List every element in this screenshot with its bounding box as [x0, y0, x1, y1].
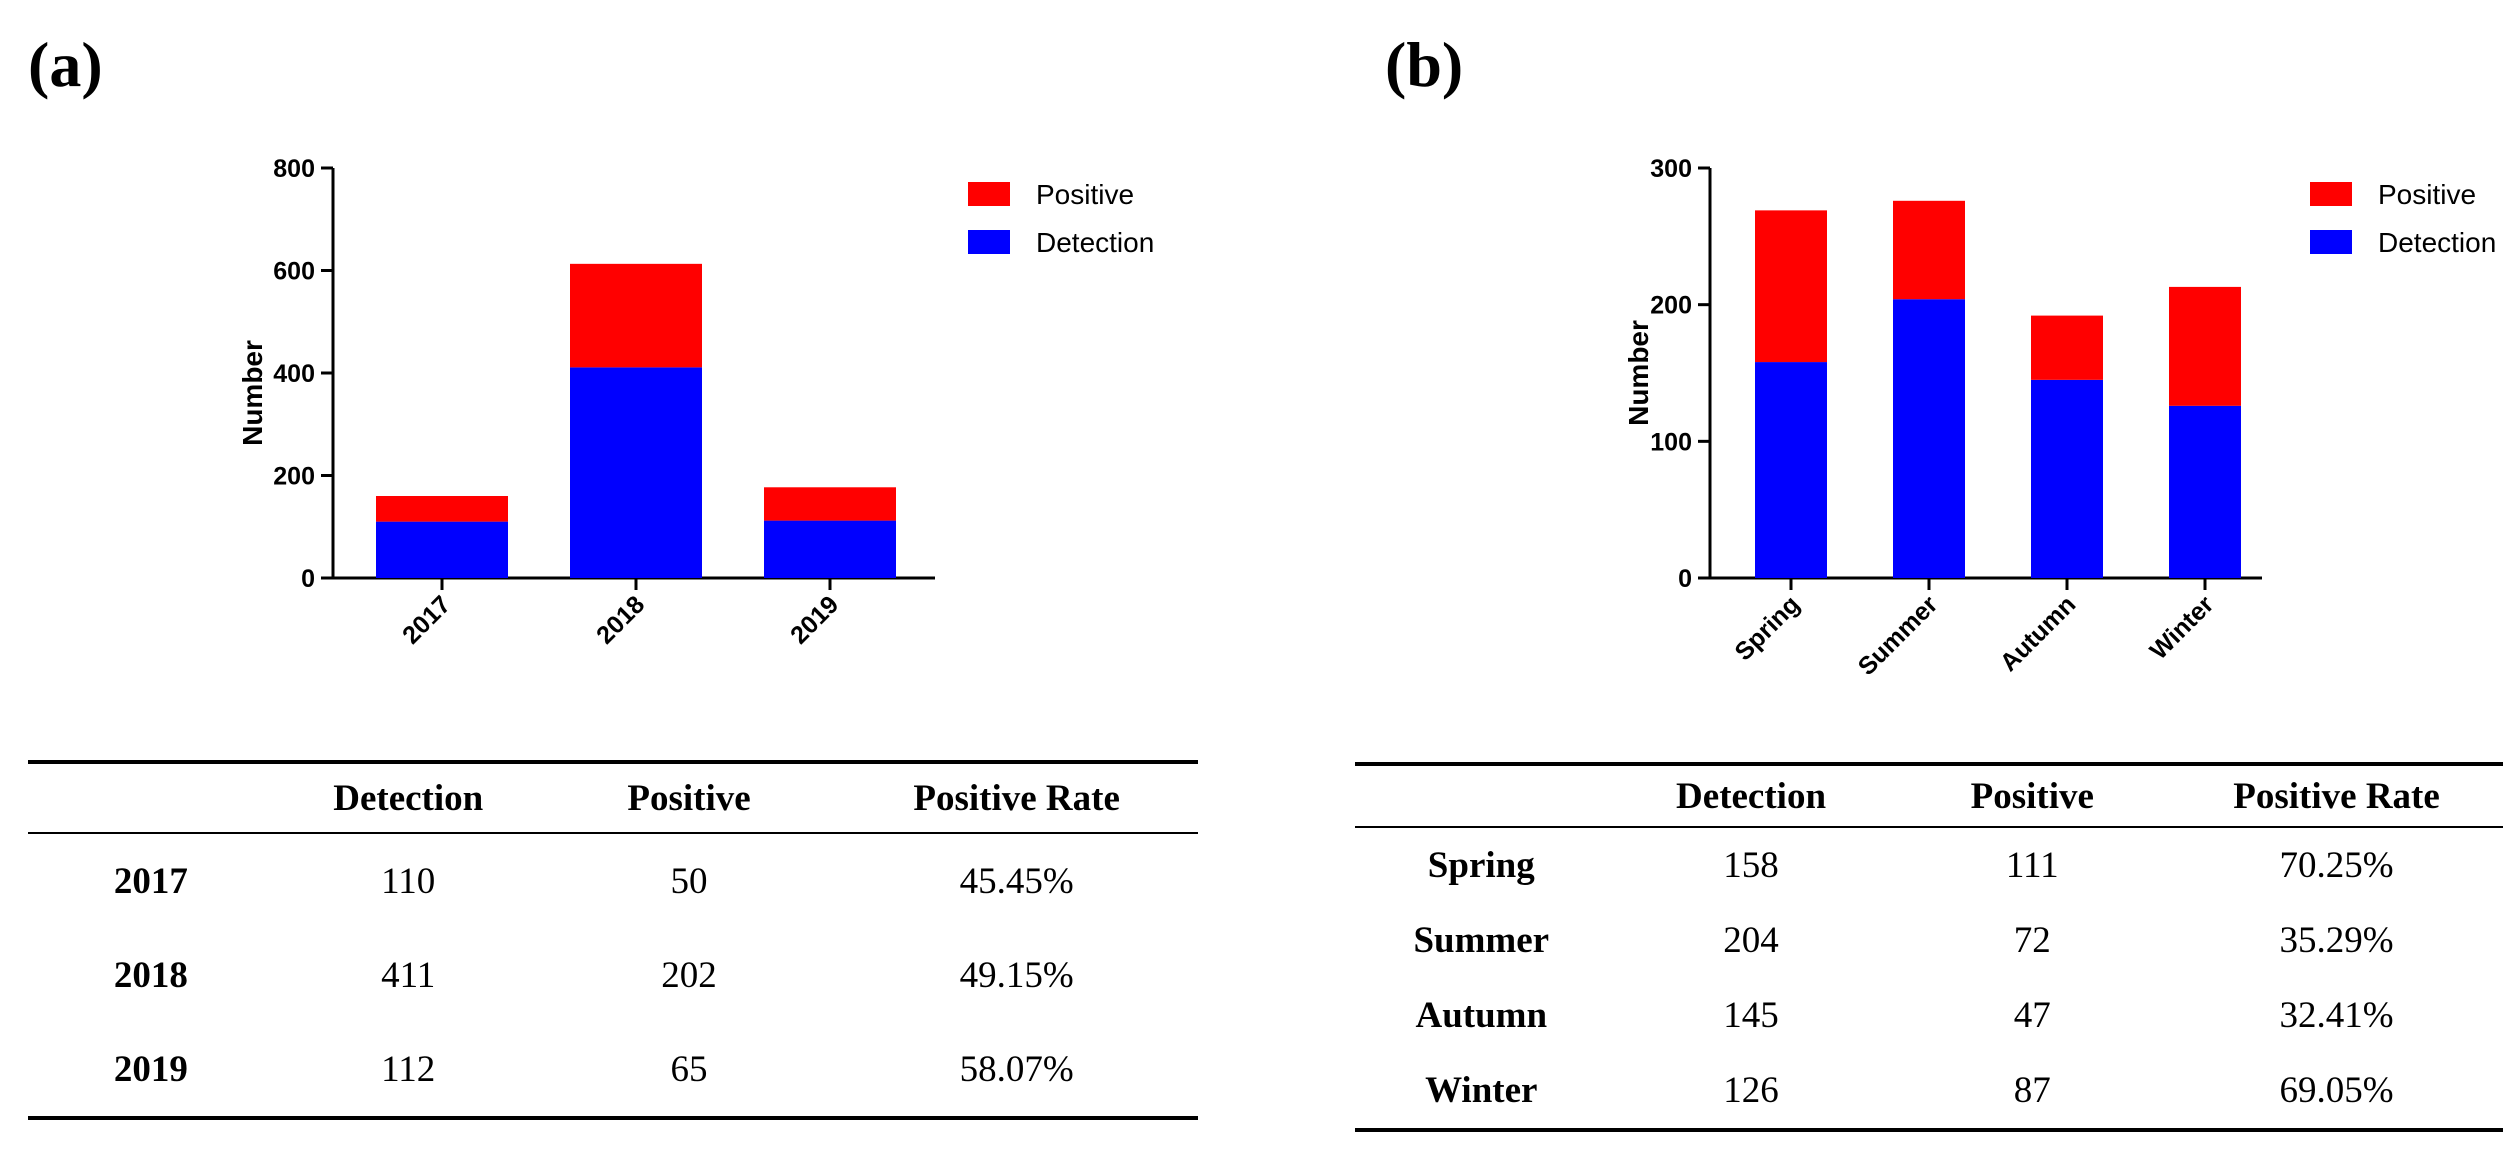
- legend-swatch-positive: [968, 182, 1010, 206]
- table-cell: 112: [381, 1048, 436, 1090]
- y-axis-label: Number: [1623, 320, 1654, 426]
- table-row-header: 2018: [113, 954, 188, 996]
- y-tick-label: 200: [1650, 292, 1692, 320]
- table-cell: 70.25%: [2279, 845, 2394, 886]
- table-row: 2019 112 65 58.07%: [28, 1022, 1198, 1118]
- y-tick-label: 400: [273, 360, 315, 388]
- table-row-header: Spring: [1427, 845, 1535, 886]
- y-tick-label: 200: [273, 463, 315, 491]
- table-row-header: Autumn: [1415, 995, 1548, 1036]
- table-cell: 202: [661, 954, 717, 996]
- x-tick-label: Winter: [2145, 590, 2220, 665]
- legend-label-detection: Detection: [2378, 227, 2496, 258]
- legend-label-positive: Positive: [2378, 179, 2476, 210]
- table-row: Autumn 145 47 32.41%: [1355, 978, 2503, 1053]
- table-header-row: Detection Positive Positive Rate: [1355, 764, 2503, 828]
- table-a: Detection Positive Positive Rate 2017 11…: [28, 760, 1198, 1120]
- table-cell: 65: [670, 1048, 708, 1090]
- panel-label-b: (b): [1385, 29, 1464, 100]
- table-row-header: 2019: [113, 1048, 188, 1090]
- table-cell: 47: [2013, 995, 2051, 1036]
- table-row: 2017 110 50 45.45%: [28, 833, 1198, 928]
- legend-swatch-detection: [2310, 230, 2352, 254]
- y-tick-label: 300: [1650, 155, 1692, 183]
- table-header-cell: Positive Rate: [835, 762, 1198, 834]
- table-cell: 69.05%: [2279, 1070, 2394, 1111]
- bar-positive-winter: [2169, 286, 2241, 406]
- table-cell: 204: [1723, 920, 1779, 961]
- table-header-cell: Detection: [1607, 764, 1895, 828]
- table-cell: 110: [381, 860, 436, 902]
- table-row: Spring 158 111 70.25%: [1355, 827, 2503, 903]
- table-cell: 87: [2013, 1070, 2051, 1111]
- bar-positive-autumn: [2031, 315, 2103, 380]
- table-cell: 49.15%: [959, 954, 1074, 996]
- x-tick-label: Summer: [1853, 590, 1944, 681]
- table-header-cell: Positive Rate: [2170, 764, 2503, 828]
- bar-positive-summer: [1893, 200, 1965, 300]
- y-tick-label: 100: [1650, 428, 1692, 456]
- bar-positive-2018: [570, 263, 702, 368]
- table-cell: 72: [2013, 920, 2051, 961]
- table-row: Winter 126 87 69.05%: [1355, 1053, 2503, 1130]
- table-row-header: Winter: [1425, 1070, 1538, 1111]
- table-cell: 32.41%: [2279, 995, 2394, 1036]
- table-row: 2018 411 202 49.15%: [28, 928, 1198, 1022]
- bar-detection-2017: [376, 521, 508, 578]
- bar-detection-2018: [570, 367, 702, 578]
- legend-swatch-detection: [968, 230, 1010, 254]
- table-header-cell: Positive: [1894, 764, 2171, 828]
- table-row-header: 2017: [113, 860, 188, 902]
- bar-detection-autumn: [2031, 379, 2103, 578]
- table-header-cell: Positive: [542, 762, 836, 834]
- y-axis-label: Number: [237, 340, 268, 446]
- table-header-cell: [1355, 764, 1608, 828]
- table-header-cell: Detection: [273, 762, 543, 834]
- table-cell: 58.07%: [959, 1048, 1074, 1090]
- table-cell: 158: [1723, 845, 1779, 886]
- bar-positive-2017: [376, 496, 508, 522]
- bar-detection-summer: [1893, 299, 1965, 578]
- table-b: Detection Positive Positive Rate Spring …: [1355, 762, 2503, 1132]
- table-cell: 111: [2005, 845, 2059, 886]
- bar-detection-2019: [764, 520, 896, 578]
- table-cell: 45.45%: [959, 860, 1074, 902]
- bar-detection-winter: [2169, 405, 2241, 578]
- table-header-row: Detection Positive Positive Rate: [28, 762, 1198, 834]
- legend-label-detection: Detection: [1036, 227, 1154, 258]
- table-cell: 145: [1723, 995, 1779, 1036]
- y-tick-label: 0: [1678, 565, 1692, 593]
- bar-positive-spring: [1755, 210, 1827, 363]
- table-cell: 50: [670, 860, 708, 902]
- legend-label-positive: Positive: [1036, 179, 1134, 210]
- legend-swatch-positive: [2310, 182, 2352, 206]
- table-cell: 411: [381, 954, 436, 996]
- y-tick-label: 0: [301, 565, 315, 593]
- y-tick-label: 800: [273, 155, 315, 183]
- table-row-header: Summer: [1413, 920, 1550, 961]
- bar-positive-2019: [764, 487, 896, 521]
- x-tick-label: Autumn: [1995, 590, 2082, 677]
- panel-label-a: (a): [28, 29, 103, 100]
- chart-b: 0 100 200 300 Number Spring Summer Autumn Winter…: [1623, 155, 2496, 681]
- table-cell: 126: [1723, 1070, 1779, 1111]
- bar-detection-spring: [1755, 362, 1827, 578]
- x-tick-label: Spring: [1729, 590, 1805, 666]
- table-header-cell: [28, 762, 274, 834]
- table-cell: 35.29%: [2279, 920, 2394, 961]
- table-row: Summer 204 72 35.29%: [1355, 903, 2503, 978]
- y-tick-label: 600: [273, 258, 315, 286]
